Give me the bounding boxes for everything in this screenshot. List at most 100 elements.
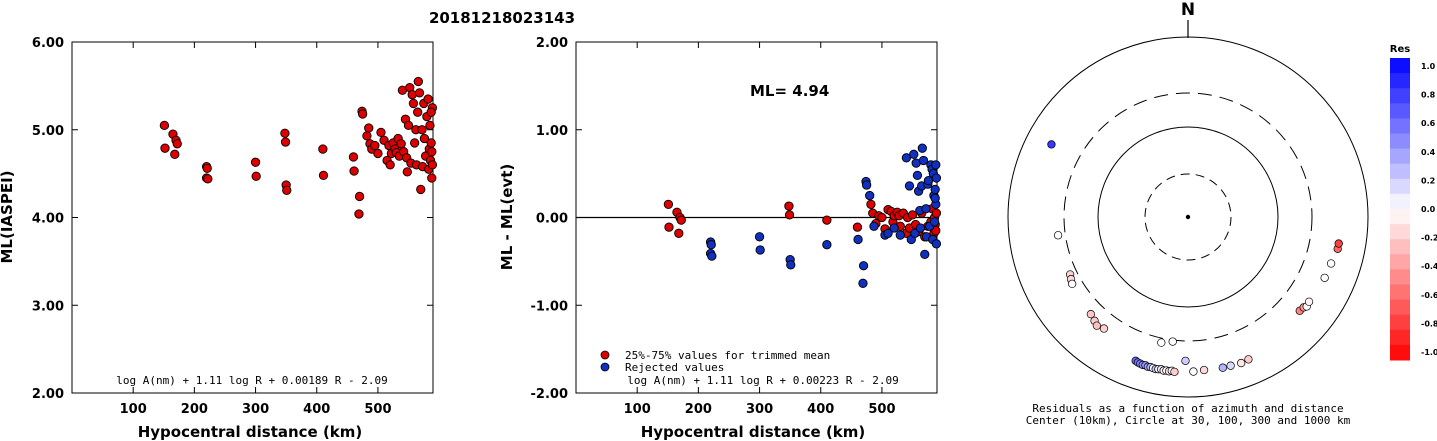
rejected-point: [920, 249, 930, 260]
y-tick-label: 3.00: [32, 299, 64, 314]
rejected-point: [929, 217, 940, 227]
station-point: [1326, 259, 1336, 268]
data-point: [250, 157, 261, 167]
left-tick-labels: 100 200 300 400 500 2.00 3.00 4.00 5.00 6.00: [32, 36, 392, 417]
polar-points: [1047, 140, 1343, 377]
station-point: [1092, 321, 1101, 330]
trimmed-point: [676, 215, 686, 225]
data-point: [426, 107, 436, 117]
legend-marker-rejected: [600, 362, 610, 372]
data-point: [385, 160, 395, 170]
data-point: [417, 125, 427, 135]
station-point: [1168, 337, 1177, 346]
rejected-point: [861, 180, 872, 190]
y-tick-label: 2.00: [536, 36, 568, 51]
legend-label-trimmed: 25%-75% values for trimmed mean: [625, 349, 830, 362]
station-point: [1170, 367, 1179, 377]
rejected-point: [858, 278, 868, 288]
x-tick-label: 300: [746, 402, 773, 417]
rejected-point: [889, 223, 899, 233]
colorbar-title: Res: [1390, 44, 1410, 55]
colorbar-cell: [1390, 299, 1410, 316]
trimmed-point: [674, 228, 684, 238]
colorbar-cell: [1390, 73, 1410, 89]
left-points: [159, 76, 438, 219]
figure-title: 20181218023143: [429, 9, 575, 27]
rejected-point: [895, 230, 905, 240]
y-tick-label: -2.00: [531, 387, 568, 402]
x-tick-label: 300: [242, 402, 269, 417]
colorbar-cells: [1390, 58, 1410, 361]
colorbar-cell: [1390, 58, 1410, 74]
data-point: [403, 120, 414, 131]
station-point: [1068, 279, 1077, 289]
rejected-point: [915, 223, 926, 233]
polar-caption-line2: Center (10km), Circle at 30, 100, 300 an…: [1026, 414, 1351, 427]
station-point: [1320, 273, 1329, 282]
data-point: [370, 140, 380, 151]
rejected-point: [904, 181, 915, 191]
data-point: [427, 160, 438, 170]
rejected-point: [754, 232, 765, 242]
colorbar-cell: [1390, 118, 1410, 134]
rejected-point: [858, 261, 869, 271]
legend-marker-trimmed: [600, 350, 610, 360]
data-point: [159, 120, 170, 131]
data-point: [354, 209, 364, 219]
data-point: [318, 144, 328, 154]
colorbar-cell: [1390, 209, 1410, 225]
y-tick-label: 4.00: [32, 212, 64, 227]
data-point: [203, 174, 213, 184]
data-point: [280, 128, 290, 138]
data-point: [427, 147, 437, 157]
x-tick-label: 500: [364, 402, 391, 417]
north-label: N: [1181, 0, 1195, 20]
ring-30km: [1144, 173, 1232, 261]
colorbar-cell: [1390, 193, 1410, 210]
x-tick-label: 400: [303, 402, 330, 417]
rejected-point: [706, 240, 716, 250]
rejected-point: [883, 228, 893, 238]
data-point: [409, 138, 420, 148]
colorbar-tick-label: 0.0: [1421, 205, 1436, 214]
data-point: [348, 152, 359, 162]
colorbar-tick-label: -0.8: [1421, 319, 1437, 328]
y-tick-label: 6.00: [32, 36, 64, 51]
rejected-point: [786, 260, 796, 270]
data-point: [160, 143, 170, 153]
trimmed-point: [877, 212, 887, 223]
station-point: [1226, 361, 1235, 370]
station-point: [1199, 365, 1209, 375]
trimmed-point: [907, 210, 918, 220]
colorbar-tick-label: 0.4: [1421, 148, 1436, 157]
left-ylabel: ML(IASPEI): [0, 170, 16, 263]
y-tick-label: 5.00: [32, 124, 64, 139]
station-point: [1099, 324, 1109, 333]
trimmed-point: [784, 210, 795, 220]
data-point: [354, 191, 365, 202]
rejected-point: [755, 245, 765, 255]
left-formula: log A(nm) + 1.11 log R + 0.00189 R - 2.0…: [116, 374, 388, 387]
trimmed-point: [852, 222, 863, 232]
data-point: [373, 148, 383, 159]
colorbar-cell: [1390, 239, 1410, 255]
station-point: [1244, 355, 1253, 364]
y-tick-label: 2.00: [32, 387, 64, 402]
data-point: [280, 137, 291, 147]
data-point: [413, 107, 423, 117]
trimmed-point: [664, 222, 674, 232]
colorbar-tick-label: 0.8: [1421, 91, 1436, 100]
rejected-point: [912, 170, 923, 181]
colorbar-tick-label: 0.2: [1421, 176, 1435, 185]
middle-axis-ticks: [576, 41, 937, 394]
colorbar-tick-label: -0.2: [1421, 234, 1437, 243]
data-point: [413, 76, 423, 87]
data-point: [170, 149, 180, 159]
rejected-point: [931, 173, 942, 183]
rejected-point: [931, 239, 942, 249]
rejected-point: [917, 143, 927, 153]
x-tick-label: 200: [181, 402, 208, 417]
rejected-point: [921, 204, 931, 214]
middle-legend: 25%-75% values for trimmed mean Rejected…: [600, 349, 830, 374]
rejected-point: [901, 153, 912, 163]
